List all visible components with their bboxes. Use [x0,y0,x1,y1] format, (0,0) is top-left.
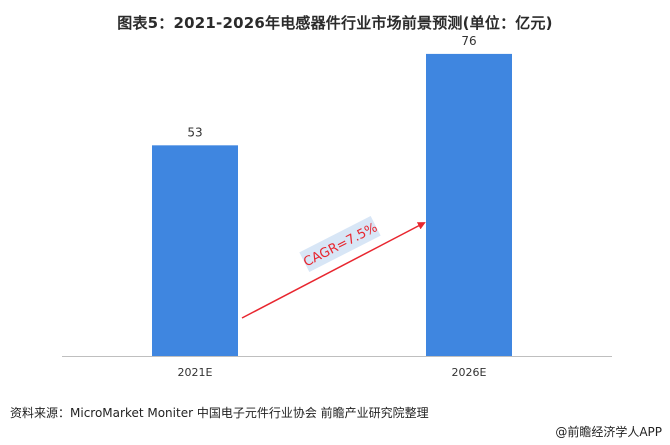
source-note: 资料来源：MicroMarket Moniter 中国电子元件行业协会 前瞻产业… [10,406,429,420]
chart-title: 图表5：2021-2026年电感器件行业市场前景预测(单位：亿元) [117,14,553,32]
bar-2026E [426,53,512,357]
data-label-2026E: 76 [461,34,476,48]
bar-2021E [152,145,238,356]
cagr-label: CAGR=7.5% [301,220,380,270]
data-label-2021E: 53 [187,125,202,139]
x-tick-2021E: 2021E [178,366,213,379]
x-tick-2026E: 2026E [452,366,487,379]
brand-credit: @前瞻经济学人APP [555,425,662,439]
cagr-box [299,216,381,272]
cagr-annotation: CAGR=7.5% [241,216,426,319]
growth-arrow [241,222,426,319]
